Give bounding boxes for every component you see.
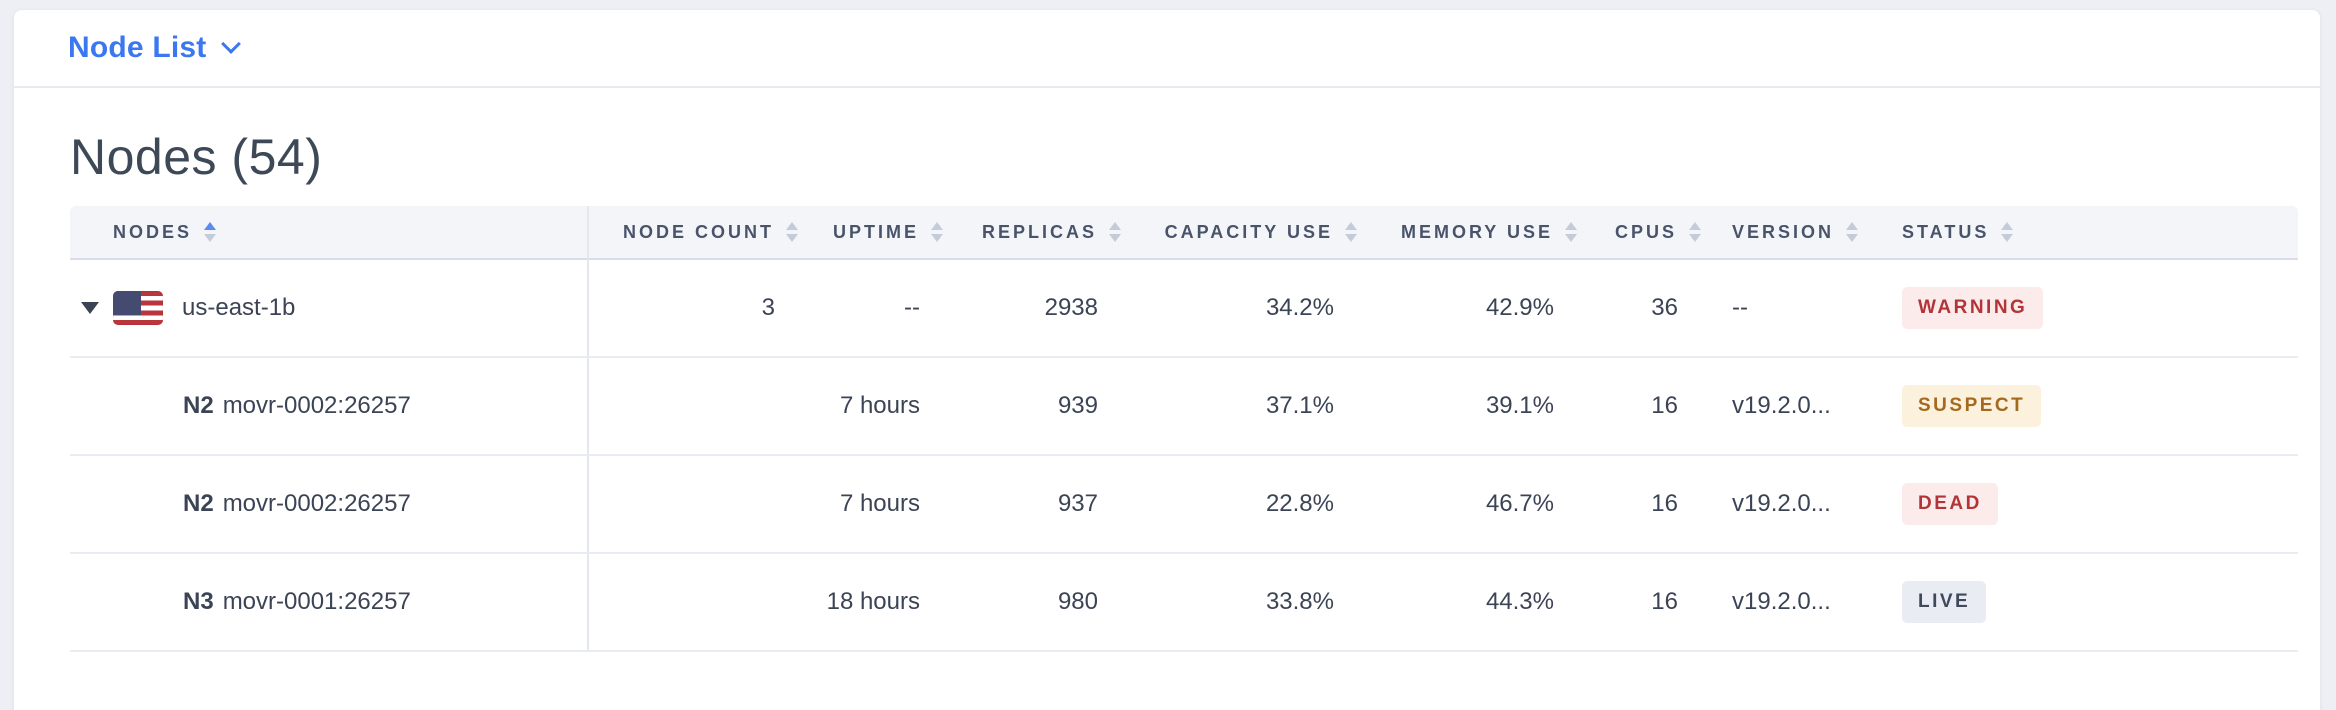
sort-arrows-icon bbox=[1565, 222, 1577, 242]
node-id: N2 bbox=[183, 490, 214, 517]
node-id: N2 bbox=[183, 392, 214, 419]
sort-arrows-icon bbox=[1689, 222, 1701, 242]
replicas-cell: 937 bbox=[954, 456, 1132, 554]
replicas-cell: 2938 bbox=[954, 260, 1132, 358]
memory-use-cell: 42.9% bbox=[1368, 260, 1588, 358]
column-label: NODES bbox=[113, 221, 193, 242]
uptime-cell: 7 hours bbox=[809, 456, 954, 554]
sort-arrows-icon bbox=[2001, 222, 2014, 242]
sort-arrows-icon bbox=[1109, 222, 1121, 242]
capacity-use-cell: 34.2% bbox=[1132, 260, 1368, 358]
column-header-replicas[interactable]: REPLICAS bbox=[954, 206, 1132, 260]
uptime-cell: -- bbox=[809, 260, 954, 358]
memory-use-cell: 44.3% bbox=[1368, 554, 1588, 652]
sort-arrows-icon bbox=[204, 222, 217, 242]
node-count-cell bbox=[589, 456, 809, 554]
content-area: Nodes (54) NODES NODE COUNT UPTIME REPLICAS… bbox=[14, 88, 2320, 652]
column-header-node-count[interactable]: NODE COUNT bbox=[589, 206, 809, 260]
column-label: STATUS bbox=[1902, 221, 1990, 242]
status-badge: WARNING bbox=[1902, 287, 2044, 329]
region-name: us-east-1b bbox=[182, 294, 296, 321]
page-title: Nodes (54) bbox=[70, 129, 323, 185]
node-id: N3 bbox=[183, 588, 214, 615]
chevron-down-icon bbox=[221, 34, 242, 54]
node-count-cell: 3 bbox=[589, 260, 809, 358]
node-row[interactable]: N2 movr-0002:26257 7 hours 937 22.8% 46.7% 16 v… bbox=[70, 456, 2298, 554]
sort-arrows-icon bbox=[1345, 222, 1357, 242]
node-address: movr-0002:26257 bbox=[222, 392, 411, 419]
version-cell: v19.2.0... bbox=[1712, 554, 1882, 652]
column-label: NODE COUNT bbox=[623, 221, 774, 242]
memory-use-cell: 46.7% bbox=[1368, 456, 1588, 554]
status-cell: SUSPECT bbox=[1882, 358, 2298, 456]
capacity-use-cell: 33.8% bbox=[1132, 554, 1368, 652]
nodes-cell: us-east-1b bbox=[70, 260, 589, 358]
replicas-cell: 980 bbox=[954, 554, 1132, 652]
column-header-nodes[interactable]: NODES bbox=[70, 206, 589, 260]
capacity-use-cell: 22.8% bbox=[1132, 456, 1368, 554]
status-cell: DEAD bbox=[1882, 456, 2298, 554]
node-count-cell bbox=[589, 358, 809, 456]
node-count-cell bbox=[589, 554, 809, 652]
node-row[interactable]: N3 movr-0001:26257 18 hours 980 33.8% 44.3% 16… bbox=[70, 554, 2298, 652]
cpus-cell: 36 bbox=[1588, 260, 1712, 358]
view-selector-dropdown[interactable]: Node List bbox=[68, 31, 242, 65]
view-selector-label: Node List bbox=[68, 31, 207, 64]
replicas-cell: 939 bbox=[954, 358, 1132, 456]
column-label: MEMORY USE bbox=[1400, 221, 1553, 242]
nodes-table: NODES NODE COUNT UPTIME REPLICAS CAPACITY US… bbox=[70, 206, 2298, 652]
node-address: movr-0002:26257 bbox=[222, 490, 411, 517]
column-label: REPLICAS bbox=[981, 221, 1097, 242]
collapse-region-icon[interactable] bbox=[81, 302, 99, 314]
topbar: Node List bbox=[14, 10, 2320, 88]
node-row[interactable]: N2 movr-0002:26257 7 hours 939 37.1% 39.1% 16 v… bbox=[70, 358, 2298, 456]
region-row[interactable]: us-east-1b 3 -- 2938 34.2% 42.9% 36 -- WARNING bbox=[70, 260, 2298, 358]
cpus-cell: 16 bbox=[1588, 554, 1712, 652]
sort-arrows-icon bbox=[786, 222, 798, 242]
column-header-uptime[interactable]: UPTIME bbox=[809, 206, 954, 260]
memory-use-cell: 39.1% bbox=[1368, 358, 1588, 456]
column-header-status[interactable]: STATUS bbox=[1882, 206, 2298, 260]
sort-arrows-icon bbox=[1846, 222, 1859, 242]
column-header-memory-use[interactable]: MEMORY USE bbox=[1368, 206, 1588, 260]
column-header-capacity-use[interactable]: CAPACITY USE bbox=[1132, 206, 1368, 260]
nodes-cell: N2 movr-0002:26257 bbox=[70, 358, 589, 456]
column-header-version[interactable]: VERSION bbox=[1712, 206, 1882, 260]
us-flag-icon bbox=[113, 291, 163, 325]
column-header-cpus[interactable]: CPUS bbox=[1588, 206, 1712, 260]
table-header-row: NODES NODE COUNT UPTIME REPLICAS CAPACITY US… bbox=[70, 206, 2298, 260]
status-cell: WARNING bbox=[1882, 260, 2298, 358]
cpus-cell: 16 bbox=[1588, 358, 1712, 456]
sort-arrows-icon bbox=[931, 222, 943, 242]
nodes-cell: N3 movr-0001:26257 bbox=[70, 554, 589, 652]
column-label: CAPACITY USE bbox=[1164, 221, 1333, 242]
uptime-cell: 7 hours bbox=[809, 358, 954, 456]
nodes-cell: N2 movr-0002:26257 bbox=[70, 456, 589, 554]
uptime-cell: 18 hours bbox=[809, 554, 954, 652]
node-address: movr-0001:26257 bbox=[222, 588, 411, 615]
column-label: VERSION bbox=[1732, 221, 1835, 242]
column-label: CPUS bbox=[1614, 221, 1677, 242]
capacity-use-cell: 37.1% bbox=[1132, 358, 1368, 456]
column-label: UPTIME bbox=[832, 221, 919, 242]
status-cell: LIVE bbox=[1882, 554, 2298, 652]
version-cell: -- bbox=[1712, 260, 1882, 358]
version-cell: v19.2.0... bbox=[1712, 358, 1882, 456]
status-badge: LIVE bbox=[1902, 581, 1987, 623]
status-badge: DEAD bbox=[1902, 483, 1998, 525]
version-cell: v19.2.0... bbox=[1712, 456, 1882, 554]
cpus-cell: 16 bbox=[1588, 456, 1712, 554]
node-list-card: Node List Nodes (54) NODES NODE COUNT UPTI… bbox=[14, 10, 2320, 710]
status-badge: SUSPECT bbox=[1902, 385, 2042, 427]
